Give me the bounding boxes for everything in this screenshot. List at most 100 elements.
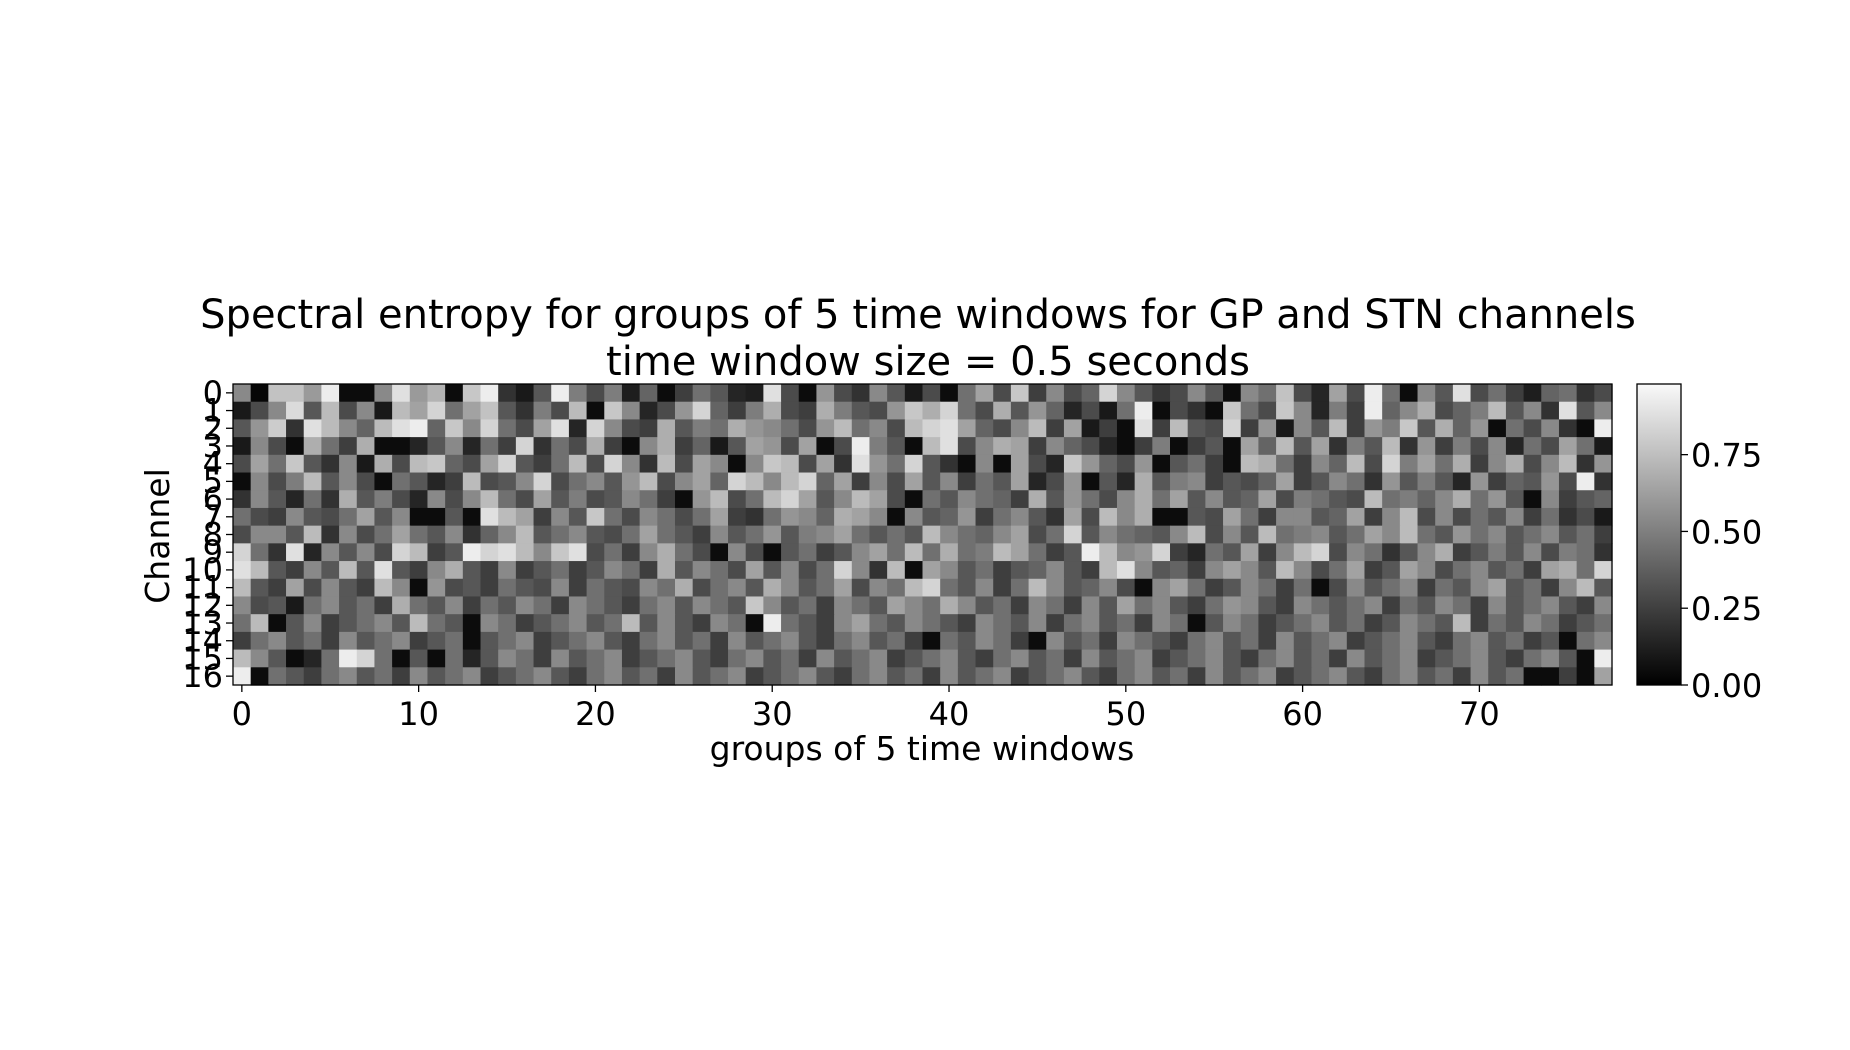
heatmap-cell: [781, 419, 800, 438]
heatmap-cell: [639, 578, 658, 598]
heatmap-cell: [763, 631, 782, 651]
heatmap-cell: [1293, 561, 1313, 580]
heatmap-cell: [268, 490, 287, 509]
heatmap-cell: [1435, 472, 1454, 491]
heatmap-cell: [1170, 631, 1189, 651]
heatmap-cell: [1399, 561, 1419, 580]
heatmap-cell: [1134, 631, 1153, 651]
heatmap-cell: [993, 543, 1012, 562]
heatmap-cell: [427, 454, 446, 474]
heatmap-cell: [1258, 578, 1277, 598]
heatmap-cell: [233, 596, 252, 615]
heatmap-cell: [922, 561, 941, 580]
heatmap-cell: [940, 578, 959, 598]
y-tick-label: 16: [182, 657, 223, 695]
heatmap-cell: [1558, 490, 1578, 509]
heatmap-cell: [374, 437, 393, 456]
heatmap-cell: [1205, 578, 1224, 598]
heatmap-cell: [1293, 384, 1313, 403]
heatmap-cell: [1046, 649, 1065, 668]
heatmap-cell: [1258, 384, 1277, 403]
heatmap-cell: [250, 507, 269, 527]
heatmap-cell: [1276, 401, 1295, 421]
heatmap-cell: [1452, 561, 1472, 580]
heatmap-cell: [763, 649, 782, 668]
heatmap-cell: [303, 490, 322, 509]
heatmap-cell: [1346, 525, 1366, 544]
heatmap-cell: [568, 507, 588, 527]
heatmap-cell: [1258, 667, 1277, 686]
y-tick-label: 11: [182, 569, 223, 607]
heatmap-cell: [763, 507, 782, 527]
heatmap-cell: [940, 472, 959, 491]
heatmap-cell: [1399, 401, 1419, 421]
heatmap-cell: [692, 631, 711, 651]
heatmap-cell: [250, 596, 269, 615]
heatmap-cell: [1523, 401, 1542, 421]
heatmap-cell: [1364, 507, 1383, 527]
heatmap-cell: [621, 419, 641, 438]
heatmap-cell: [922, 614, 941, 633]
heatmap-cell: [1470, 507, 1489, 527]
heatmap-cell: [1470, 401, 1489, 421]
heatmap-cell: [1470, 596, 1489, 615]
heatmap-cell: [551, 490, 570, 509]
heatmap-cell: [1187, 561, 1206, 580]
heatmap-cell: [816, 490, 835, 509]
heatmap-cell: [1505, 578, 1525, 598]
heatmap-cell: [427, 507, 446, 527]
heatmap-cell: [1382, 454, 1401, 474]
heatmap-cell: [851, 384, 871, 403]
heatmap-cell: [904, 561, 924, 580]
heatmap-cell: [1223, 667, 1242, 686]
heatmap-cell: [1417, 667, 1436, 686]
heatmap-cell: [1240, 667, 1260, 686]
heatmap-cell: [498, 543, 517, 562]
heatmap-cell: [957, 384, 977, 403]
heatmap-cell: [480, 419, 499, 438]
heatmap-cell: [692, 490, 711, 509]
heatmap-cell: [498, 578, 517, 598]
heatmap-cell: [551, 614, 570, 633]
heatmap-cell: [940, 454, 959, 474]
heatmap-cell: [1523, 384, 1542, 403]
heatmap-cell: [1152, 649, 1171, 668]
heatmap-cell: [268, 525, 287, 544]
heatmap-cell: [480, 401, 499, 421]
heatmap-cell: [1488, 472, 1507, 491]
heatmap-cell: [286, 596, 305, 615]
heatmap-cell: [1081, 614, 1100, 633]
heatmap-cell: [1099, 543, 1118, 562]
heatmap-cell: [268, 472, 287, 491]
heatmap-cell: [728, 649, 747, 668]
heatmap-cell: [374, 649, 393, 668]
heatmap-cell: [975, 454, 994, 474]
heatmap-cell: [957, 419, 977, 438]
heatmap-cell: [674, 384, 694, 403]
heatmap-cell: [392, 507, 411, 527]
heatmap-cell: [321, 437, 340, 456]
heatmap-cell: [674, 614, 694, 633]
heatmap-cell: [1223, 507, 1242, 527]
heatmap-cell: [745, 454, 764, 474]
heatmap-cell: [409, 667, 429, 686]
heatmap-cell: [904, 419, 924, 438]
heatmap-cell: [957, 525, 977, 544]
heatmap-cell: [1134, 384, 1153, 403]
heatmap-cell: [498, 401, 517, 421]
heatmap-cell: [533, 561, 552, 580]
heatmap-cell: [621, 525, 641, 544]
heatmap-cell: [1205, 525, 1224, 544]
heatmap-cell: [1134, 543, 1153, 562]
heatmap-cell: [1081, 437, 1100, 456]
heatmap-cell: [339, 454, 358, 474]
heatmap-cell: [1046, 614, 1065, 633]
heatmap-cell: [1276, 419, 1295, 438]
heatmap-cell: [1063, 649, 1083, 668]
heatmap-cell: [586, 578, 605, 598]
heatmap-cell: [1134, 419, 1153, 438]
heatmap-cell: [1010, 454, 1030, 474]
heatmap-cell: [568, 384, 588, 403]
heatmap-cell: [568, 543, 588, 562]
heatmap-cell: [745, 649, 764, 668]
